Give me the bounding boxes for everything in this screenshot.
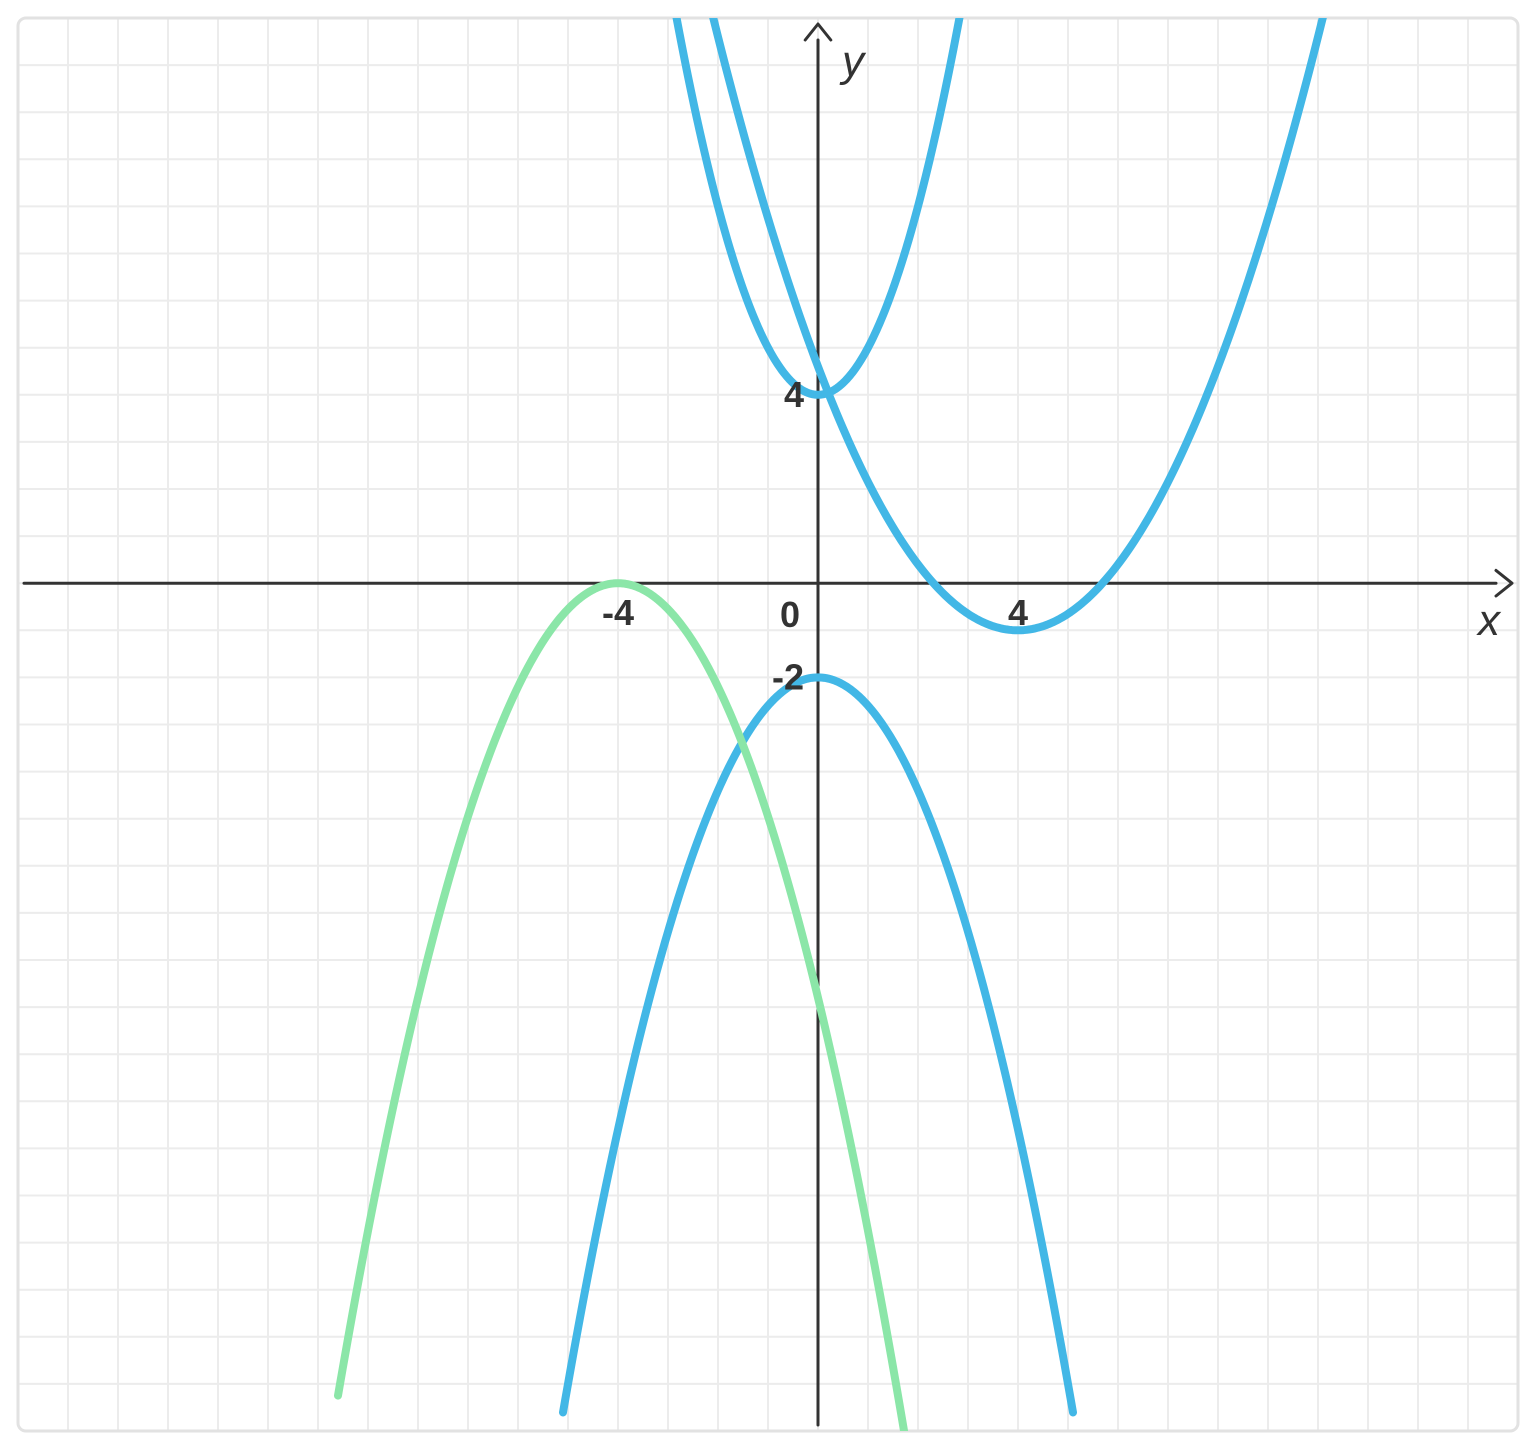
x-axis-label: x	[1476, 596, 1502, 645]
origin-label: 0	[780, 594, 800, 635]
tick-label-x-4: 4	[1008, 592, 1028, 633]
tick-label-x--4: -4	[602, 592, 634, 633]
parabola-chart: y x 0 -4 4 4 -2	[0, 0, 1536, 1449]
chart-container: y x 0 -4 4 4 -2	[0, 0, 1536, 1449]
tick-label-y--2: -2	[772, 656, 804, 697]
y-axis-label: y	[839, 37, 867, 86]
tick-label-y-4: 4	[784, 374, 804, 415]
